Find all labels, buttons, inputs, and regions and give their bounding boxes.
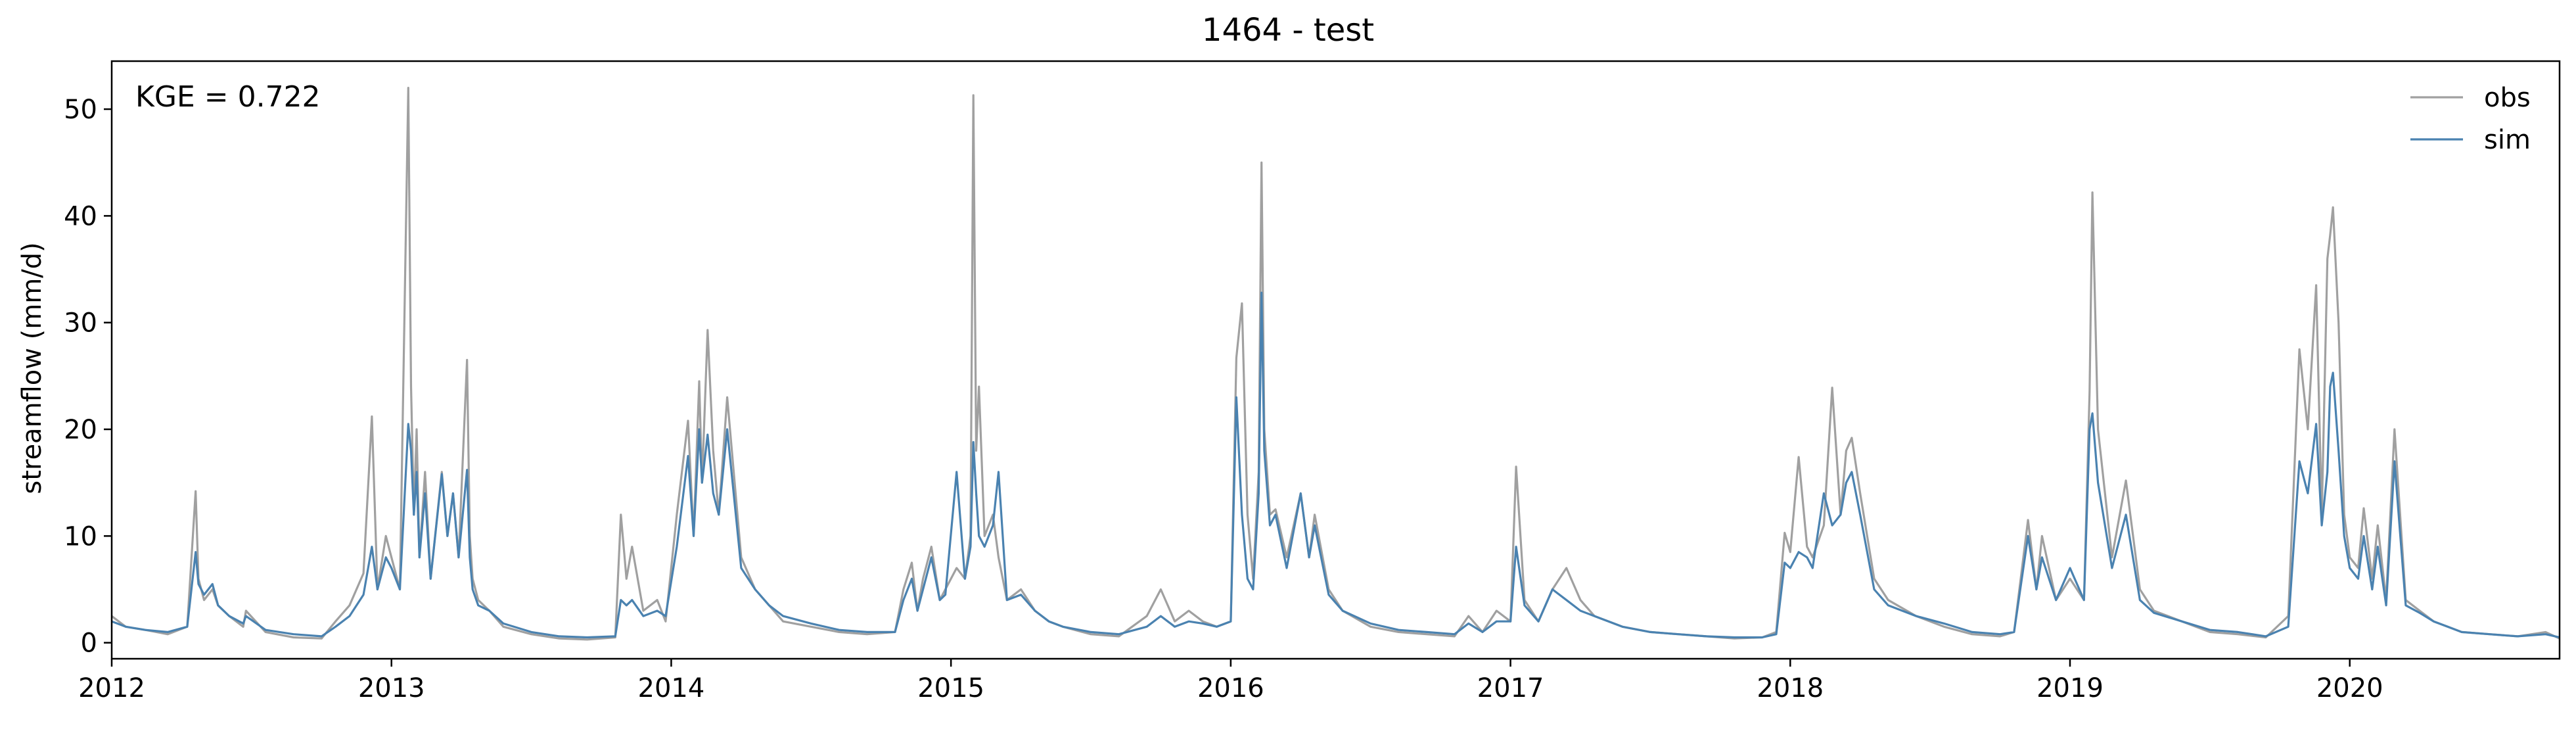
x-tick-label: 2015 [917,673,984,703]
x-tick-label: 2012 [78,673,145,703]
kge-annotation: KGE = 0.722 [135,80,321,114]
legend: obs sim [2410,83,2531,155]
series-line-sim [112,291,2560,639]
y-tick-label: 50 [64,95,97,125]
y-tick-label: 20 [64,415,97,445]
y-axis: 0 10 20 30 40 50 [64,95,112,659]
legend-label-obs: obs [2484,83,2531,113]
plot-area [112,87,2560,641]
legend-label-sim: sim [2484,125,2531,155]
chart-title: 1464 - test [1202,12,1374,49]
y-tick-label: 0 [81,628,97,659]
y-axis-label: streamflow (mm/d) [17,242,47,494]
y-tick-label: 40 [64,201,97,231]
x-tick-label: 2020 [2316,673,2383,703]
x-tick-label: 2014 [638,673,705,703]
plot-frame [110,60,2561,660]
series-layer [112,87,2560,641]
x-tick-label: 2018 [1757,673,1824,703]
y-tick-label: 10 [64,521,97,552]
x-tick-label: 2017 [1477,673,1544,703]
x-tick-label: 2013 [358,673,425,703]
x-axis: 2012 2013 2014 2015 2016 2017 2018 2019 2020 [78,659,2383,703]
y-tick-label: 30 [64,308,97,339]
x-tick-label: 2016 [1197,673,1264,703]
x-tick-label: 2019 [2036,673,2104,703]
